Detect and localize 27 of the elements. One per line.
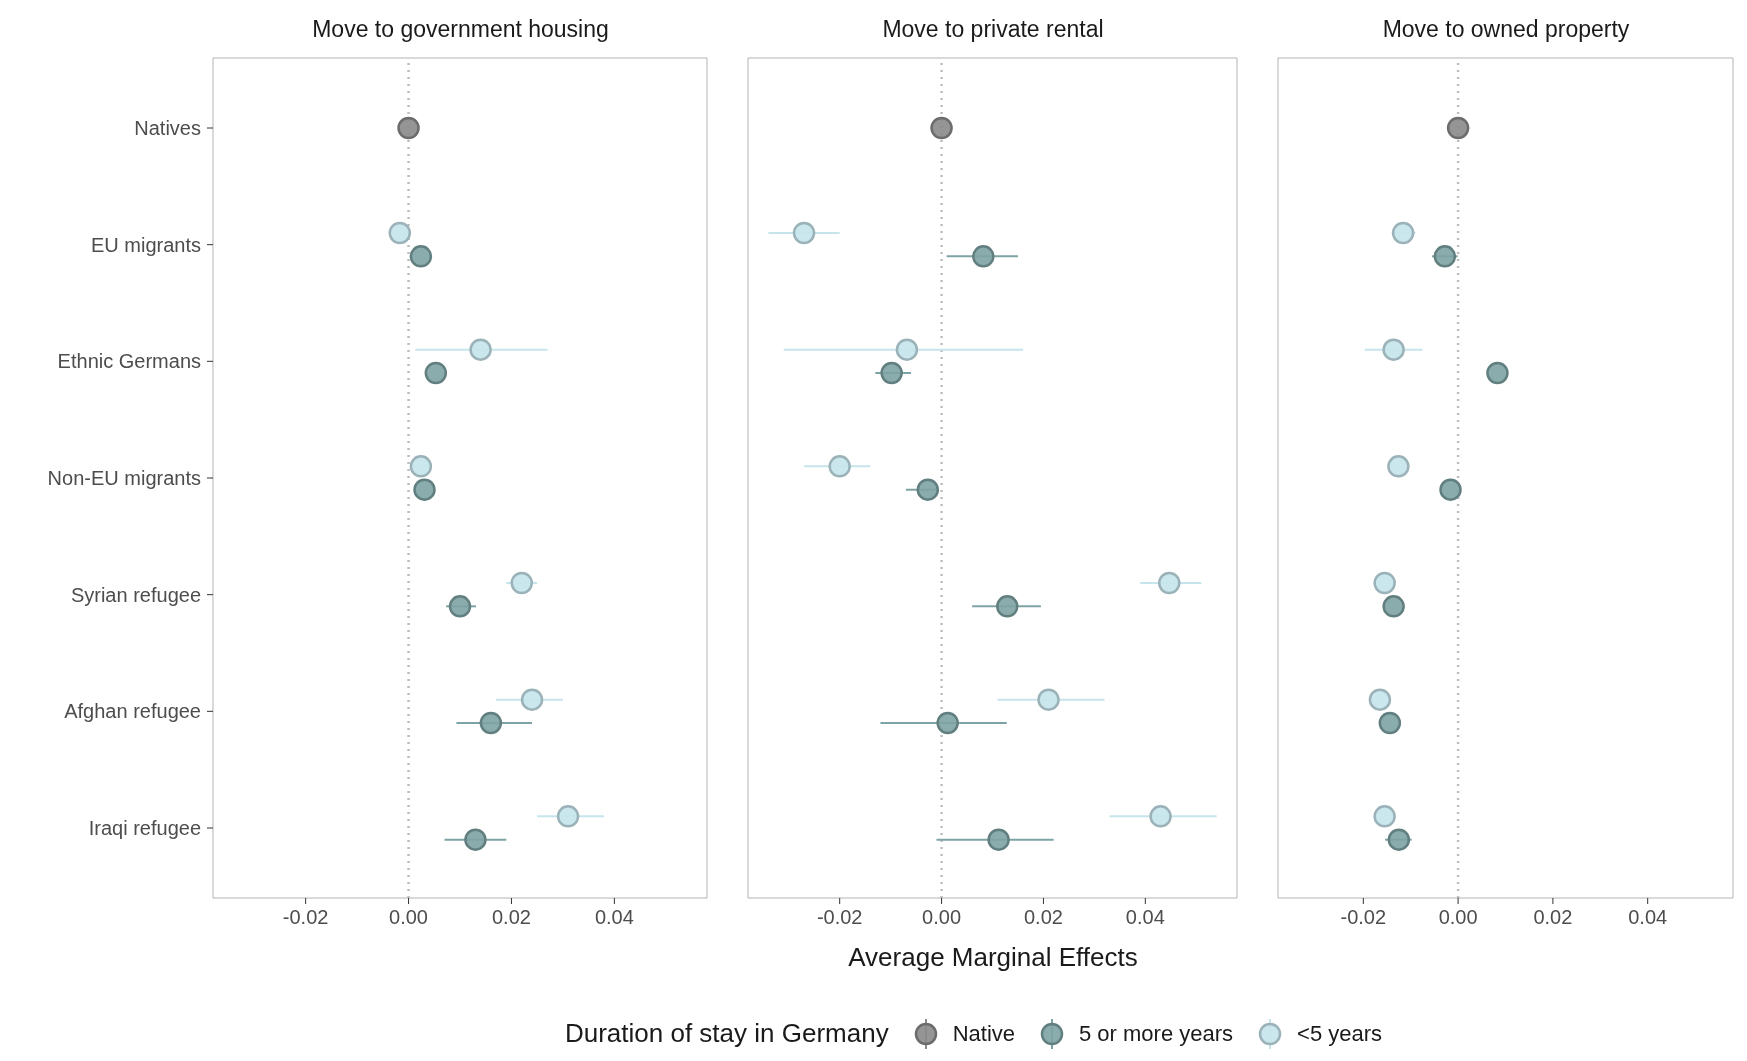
chart-title: Move to government housing [311, 16, 610, 43]
x-axis-title: Average Marginal Effects [847, 942, 1139, 973]
y-tick-label: Non-EU migrants [47, 467, 201, 490]
legend-label: 5 or more years [1079, 1020, 1234, 1047]
x-tick-label: 0.04 [594, 906, 634, 929]
y-tick-label: Ethnic Germans [57, 350, 201, 373]
x-tick-label: 0.04 [1125, 906, 1165, 929]
legend-label: <5 years [1297, 1020, 1383, 1047]
x-tick-label: -0.02 [282, 906, 329, 929]
legend-title: Duration of stay in Germany [564, 1018, 889, 1049]
x-tick-label: 0.02 [491, 906, 531, 929]
x-tick-label: 0.04 [1628, 906, 1668, 929]
y-tick-label: Syrian refugee [70, 583, 201, 606]
chart-title: Move to private rental [881, 16, 1105, 43]
x-tick-label: 0.00 [389, 906, 429, 929]
x-tick-label: 0.02 [1533, 906, 1573, 929]
x-tick-label: 0.00 [1438, 906, 1478, 929]
y-tick-label: Natives [134, 117, 201, 140]
y-tick-label: Afghan refugee [64, 700, 201, 723]
y-tick-label: Iraqi refugee [88, 817, 201, 840]
x-tick-label: 0.02 [1023, 906, 1063, 929]
legend-label: Native [952, 1020, 1015, 1047]
chart-title: Move to owned property [1381, 16, 1631, 43]
y-tick-label: EU migrants [90, 233, 201, 256]
x-tick-label: 0.00 [922, 906, 962, 929]
x-tick-label: -0.02 [816, 906, 863, 929]
x-tick-label: -0.02 [1340, 906, 1387, 929]
